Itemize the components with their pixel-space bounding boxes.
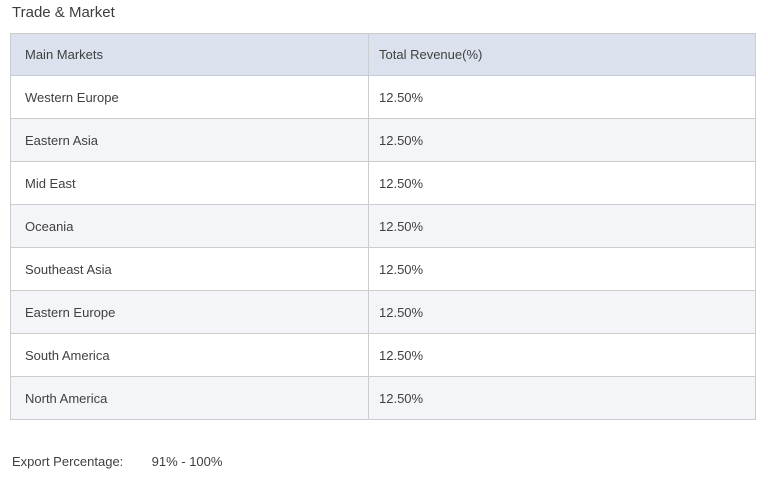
market-name-cell: Eastern Europe: [10, 290, 369, 334]
market-name-cell: Mid East: [10, 161, 369, 205]
revenue-cell: 12.50%: [368, 290, 756, 334]
table-row: Eastern Europe 12.50%: [10, 290, 756, 334]
revenue-cell: 12.50%: [368, 204, 756, 248]
revenue-cell: 12.50%: [368, 75, 756, 119]
market-name-cell: Eastern Asia: [10, 118, 369, 162]
market-name-cell: Southeast Asia: [10, 247, 369, 291]
export-percentage-row: Export Percentage: 91% - 100%: [12, 454, 222, 470]
table-row: Mid East 12.50%: [10, 161, 756, 205]
market-name-cell: North America: [10, 376, 369, 420]
table-row: Oceania 12.50%: [10, 204, 756, 248]
table-row: Southeast Asia 12.50%: [10, 247, 756, 291]
market-name-cell: Oceania: [10, 204, 369, 248]
table-row: North America 12.50%: [10, 376, 756, 420]
revenue-cell: 12.50%: [368, 118, 756, 162]
markets-table: Main Markets Total Revenue(%) Western Eu…: [10, 33, 756, 420]
export-percentage-label: Export Percentage:: [12, 454, 124, 469]
revenue-cell: 12.50%: [368, 161, 756, 205]
revenue-cell: 12.50%: [368, 333, 756, 377]
revenue-cell: 12.50%: [368, 376, 756, 420]
market-name-cell: South America: [10, 333, 369, 377]
export-percentage-value: 91% - 100%: [151, 454, 223, 469]
market-name-cell: Western Europe: [10, 75, 369, 119]
revenue-cell: 12.50%: [368, 247, 756, 291]
table-row: Eastern Asia 12.50%: [10, 118, 756, 162]
column-header-total-revenue: Total Revenue(%): [368, 33, 756, 76]
table-row: Western Europe 12.50%: [10, 75, 756, 119]
page-title: Trade & Market: [12, 4, 115, 21]
column-header-main-markets: Main Markets: [10, 33, 369, 76]
table-header-row: Main Markets Total Revenue(%): [10, 33, 756, 76]
table-row: South America 12.50%: [10, 333, 756, 377]
